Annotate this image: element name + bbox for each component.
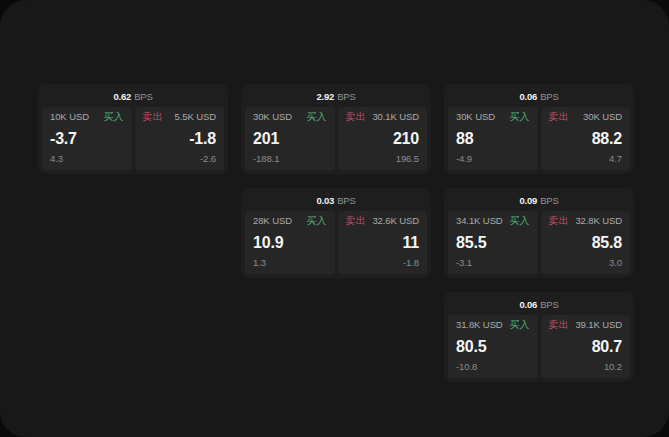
sell-price: -1.8 [143, 130, 217, 147]
quote-card: 0.06 BPS 31.8K USD 买入 80.5 -10.8 卖出 39.1… [444, 292, 634, 382]
sell-sub-value: 3.0 [549, 257, 623, 269]
buy-price: 80.5 [456, 338, 530, 355]
bps-value: 0.06 [519, 91, 537, 102]
main-panel: 0.62 BPS 10K USD 买入 -3.7 4.3 卖出 5.5K USD… [0, 0, 669, 437]
sell-amount: 39.1K USD [575, 319, 622, 331]
bps-header: 0.09 BPS [448, 190, 630, 211]
buy-amount: 31.8K USD [456, 319, 503, 331]
buy-price: 201 [253, 130, 327, 147]
bps-value: 0.62 [113, 91, 131, 102]
buy-quote-panel[interactable]: 10K USD 买入 -3.7 4.3 [42, 107, 132, 170]
sell-amount: 32.8K USD [575, 215, 622, 227]
sell-side-label: 卖出 [143, 111, 163, 123]
buy-sub-value: 4.3 [50, 153, 124, 165]
bps-unit-label: BPS [540, 91, 558, 102]
bps-unit-label: BPS [540, 299, 558, 310]
sell-price: 85.8 [549, 234, 623, 251]
buy-price: 85.5 [456, 234, 530, 251]
sell-side-label: 卖出 [549, 215, 569, 227]
bps-value: 2.92 [316, 91, 334, 102]
bps-unit-label: BPS [540, 195, 558, 206]
sell-sub-value: 10.2 [549, 361, 623, 373]
buy-quote-panel[interactable]: 34.1K USD 买入 85.5 -3.1 [448, 211, 538, 274]
sell-sub-value: 4.7 [549, 153, 623, 165]
buy-price: 10.9 [253, 234, 327, 251]
quote-card-grid: 0.62 BPS 10K USD 买入 -3.7 4.3 卖出 5.5K USD… [38, 84, 634, 382]
buy-sub-value: 1.3 [253, 257, 327, 269]
bps-unit-label: BPS [337, 195, 355, 206]
sell-quote-panel[interactable]: 卖出 30K USD 88.2 4.7 [541, 107, 631, 170]
buy-amount: 30K USD [253, 111, 292, 123]
sell-side-label: 卖出 [549, 319, 569, 331]
buy-sub-value: -10.8 [456, 361, 530, 373]
buy-amount: 28K USD [253, 215, 292, 227]
sell-sub-value: -1.8 [346, 257, 420, 269]
buy-quote-panel[interactable]: 30K USD 买入 88 -4.9 [448, 107, 538, 170]
sell-side-label: 卖出 [549, 111, 569, 123]
buy-side-label: 买入 [510, 215, 530, 227]
sell-amount: 5.5K USD [175, 111, 216, 123]
bps-header: 0.62 BPS [42, 86, 224, 107]
sell-sub-value: 196.5 [346, 153, 420, 165]
buy-side-label: 买入 [104, 111, 124, 123]
quote-card: 0.09 BPS 34.1K USD 买入 85.5 -3.1 卖出 32.8K… [444, 188, 634, 278]
bps-value: 0.06 [519, 299, 537, 310]
buy-price: 88 [456, 130, 530, 147]
quote-card: 0.06 BPS 30K USD 买入 88 -4.9 卖出 30K USD 8… [444, 84, 634, 174]
sell-amount: 30K USD [583, 111, 622, 123]
sell-amount: 30.1K USD [372, 111, 419, 123]
buy-quote-panel[interactable]: 31.8K USD 买入 80.5 -10.8 [448, 315, 538, 378]
sell-side-label: 卖出 [346, 111, 366, 123]
buy-amount: 34.1K USD [456, 215, 503, 227]
sell-quote-panel[interactable]: 卖出 32.8K USD 85.8 3.0 [541, 211, 631, 274]
buy-side-label: 买入 [510, 111, 530, 123]
buy-sub-value: -4.9 [456, 153, 530, 165]
buy-side-label: 买入 [307, 111, 327, 123]
sell-sub-value: -2.6 [143, 153, 217, 165]
sell-price: 80.7 [549, 338, 623, 355]
buy-side-label: 买入 [307, 215, 327, 227]
buy-side-label: 买入 [510, 319, 530, 331]
sell-price: 88.2 [549, 130, 623, 147]
buy-sub-value: -3.1 [456, 257, 530, 269]
quote-card: 0.03 BPS 28K USD 买入 10.9 1.3 卖出 32.6K US… [241, 188, 431, 278]
bps-header: 2.92 BPS [245, 86, 427, 107]
buy-quote-panel[interactable]: 28K USD 买入 10.9 1.3 [245, 211, 335, 274]
sell-quote-panel[interactable]: 卖出 39.1K USD 80.7 10.2 [541, 315, 631, 378]
bps-unit-label: BPS [134, 91, 152, 102]
buy-amount: 10K USD [50, 111, 89, 123]
buy-sub-value: -188.1 [253, 153, 327, 165]
sell-price: 11 [346, 234, 420, 251]
bps-value: 0.03 [316, 195, 334, 206]
quote-card: 2.92 BPS 30K USD 买入 201 -188.1 卖出 30.1K … [241, 84, 431, 174]
quote-card: 0.62 BPS 10K USD 买入 -3.7 4.3 卖出 5.5K USD… [38, 84, 228, 174]
buy-price: -3.7 [50, 130, 124, 147]
buy-quote-panel[interactable]: 30K USD 买入 201 -188.1 [245, 107, 335, 170]
sell-quote-panel[interactable]: 卖出 32.6K USD 11 -1.8 [338, 211, 428, 274]
bps-unit-label: BPS [337, 91, 355, 102]
bps-header: 0.06 BPS [448, 86, 630, 107]
sell-quote-panel[interactable]: 卖出 30.1K USD 210 196.5 [338, 107, 428, 170]
bps-value: 0.09 [519, 195, 537, 206]
sell-side-label: 卖出 [346, 215, 366, 227]
bps-header: 0.03 BPS [245, 190, 427, 211]
buy-amount: 30K USD [456, 111, 495, 123]
sell-amount: 32.6K USD [372, 215, 419, 227]
bps-header: 0.06 BPS [448, 294, 630, 315]
sell-price: 210 [346, 130, 420, 147]
sell-quote-panel[interactable]: 卖出 5.5K USD -1.8 -2.6 [135, 107, 225, 170]
